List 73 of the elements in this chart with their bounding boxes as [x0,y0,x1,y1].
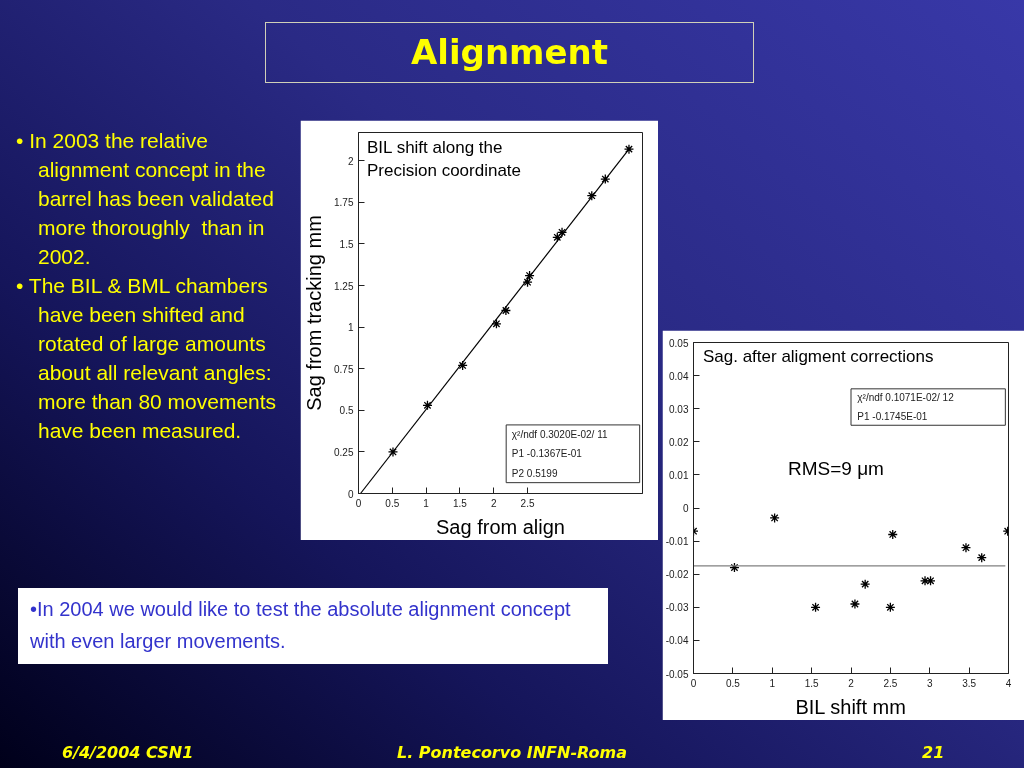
text: • The BIL & BML chambers have been shifted and rotated of large amounts about all relevant angles: more than 80 movements have been measured. [15,273,278,444]
point [552,232,563,243]
y-tick-label: -0.02 [665,569,689,581]
point [522,277,533,288]
text: L. Pontecorvo INFN-Roma [396,743,628,762]
text: 21 [922,742,945,764]
y-tick-label: -0.04 [665,635,689,647]
text: •In 2004 we would like to test the absolute alignment concept with even larger movements. [18,588,608,664]
x-tick-label: 1.5 [452,497,468,509]
x-tick-label: 1 [769,677,776,689]
x-tick-label: 2.5 [520,497,535,509]
x-tick-label: 1 [423,497,430,509]
y-tick-label: 0.01 [669,469,689,481]
point [860,578,871,590]
point [600,173,611,185]
x-tick-label: 0.5 [725,677,741,689]
text: 6/4/2004 CSN1 [62,742,194,764]
point [810,602,821,613]
y-tick-label: 0.75 [334,363,354,375]
y-tick-label: -0.01 [665,536,689,548]
point [976,552,987,563]
y-tick-label: 0.05 [669,337,689,349]
y-tick-label: 1.75 [334,197,354,209]
chart-title: Sag. after aligment corrections [702,347,934,367]
y-tick-label: 0.25 [334,446,354,458]
point [623,143,635,155]
x-tick-label: 2 [848,677,855,689]
y-tick-label: -0.03 [665,602,689,614]
point [729,562,740,573]
text: • In 2003 the relative alignment concept in the barrel has been validated more thoroughly than in 2002. [15,128,275,270]
y-tick-label: 1 [347,322,354,334]
y-axis-title: Sag from tracking mm [303,215,326,411]
x-axis-title: Sag from align [436,515,565,538]
x-axis-title: BIL shift mm [795,695,906,718]
annotation: RMS=9 μm [788,457,884,479]
point [769,512,780,524]
point [457,360,468,371]
point [387,446,399,458]
x-tick-label: 2.5 [883,677,898,689]
x-tick-label: 4 [1005,677,1012,689]
x-tick-label: 3 [926,677,933,689]
point [960,542,972,553]
y-tick-label: 0.02 [669,436,689,448]
y-tick-label: 0.5 [339,405,354,417]
annotation: χ²/ndf 0.3020E-02/ 11 [511,429,608,441]
text: BIL shift along the Precision coordinate [367,137,522,180]
point [500,305,512,316]
y-tick-label: 1.5 [339,238,354,250]
y-tick-label: 0.03 [669,403,689,415]
y-tick-label: 0 [347,488,354,500]
x-tick-label: 3.5 [962,677,977,689]
y-tick-label: 2 [347,155,354,167]
y-tick-label: 0.04 [669,370,689,382]
annotation: P1 -0.1367E-01 [511,448,583,460]
point [556,227,568,238]
annotation: P2 0.5199 [511,467,558,479]
point [887,529,898,540]
point [491,318,502,329]
y-tick-label: -0.05 [665,668,689,680]
point [422,400,433,411]
x-tick-label: 0 [690,677,697,689]
point [524,270,535,281]
x-tick-label: 0 [355,497,362,509]
y-tick-label: 1.25 [334,280,354,292]
x-tick-label: 0.5 [385,497,400,509]
point [586,190,597,201]
point [885,602,896,613]
annotation: P1 -0.1745E-01 [857,410,928,422]
text: Alignment [265,22,754,83]
x-tick-label: 2 [490,497,497,509]
annotation: χ²/ndf 0.1071E-02/ 12 [857,392,955,404]
x-tick-label: 1.5 [804,677,820,689]
point [849,598,861,610]
